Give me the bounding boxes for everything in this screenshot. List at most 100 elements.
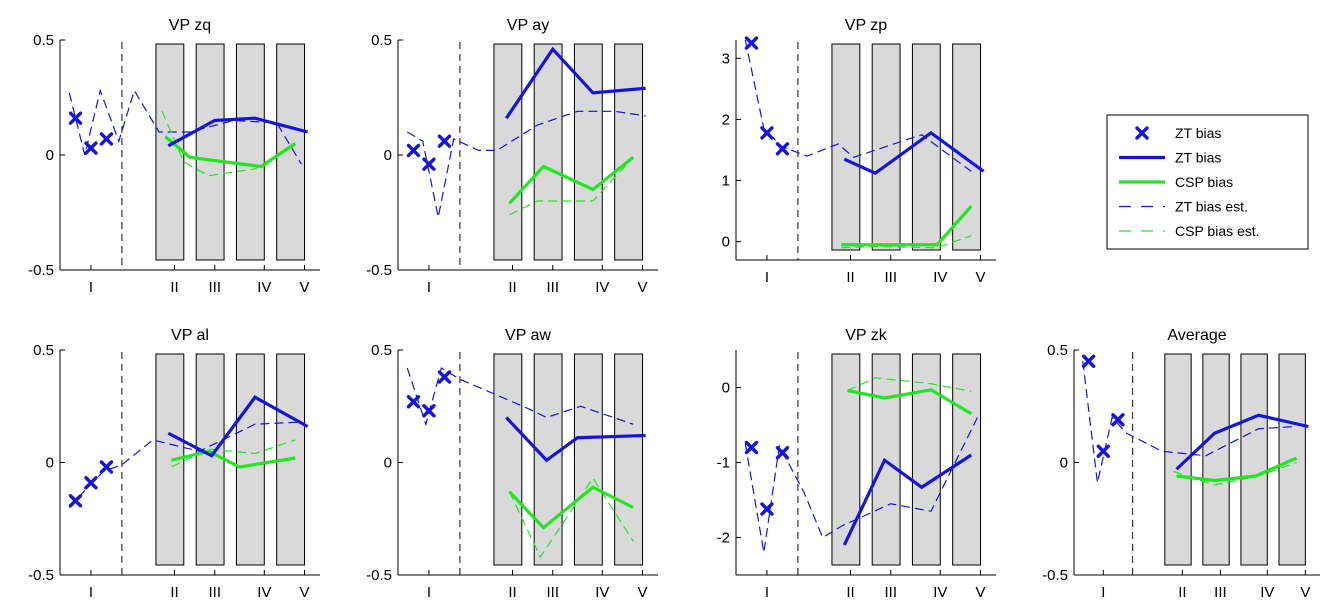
x-tick-label: IV — [933, 269, 947, 286]
y-tick-label: 0 — [384, 455, 392, 472]
zt-bias-marker — [84, 476, 98, 490]
zt-bias-marker — [99, 132, 114, 146]
y-tick-label: 0.5 — [371, 32, 392, 49]
x-tick-label: V — [976, 584, 986, 601]
panel-title: VP zk — [845, 327, 888, 344]
zt-bias-line — [1175, 413, 1309, 471]
x-tick-label: I — [765, 584, 769, 601]
session-block-3 — [1202, 353, 1230, 566]
panel-title: VP zq — [169, 17, 211, 34]
y-tick-label: -0.5 — [28, 567, 54, 584]
x-tick-label: II — [170, 279, 178, 296]
panel-1: 0.50-0.5I II III IV VVP ay — [366, 17, 658, 296]
zt-bias-marker — [760, 126, 774, 140]
legend-marker-icon — [1135, 126, 1149, 140]
x-tick-label: II — [508, 584, 516, 601]
x-tick-label: IV — [595, 279, 609, 296]
zt-bias-marker — [775, 446, 790, 460]
x-tick-label: IV — [595, 584, 609, 601]
panel-title: Average — [1167, 327, 1226, 344]
session-block-4 — [911, 43, 941, 251]
zt-bias-marker — [422, 157, 436, 171]
session-block-2 — [493, 353, 523, 566]
session-block-5 — [1278, 353, 1306, 566]
session-block-4 — [911, 353, 941, 566]
x-tick-label: V — [300, 279, 310, 296]
x-tick-label: II — [846, 269, 854, 286]
y-tick-label: 0 — [46, 455, 54, 472]
zt-bias-marker — [437, 370, 452, 384]
session-block-3 — [195, 43, 225, 261]
zt-bias-line — [505, 416, 646, 463]
legend-label: ZT bias — [1175, 150, 1221, 166]
x-tick-label: I — [89, 584, 93, 601]
panel-title: VP al — [171, 327, 209, 344]
zt-bias-marker — [422, 404, 436, 418]
x-tick-label: V — [976, 269, 986, 286]
x-tick-label: V — [300, 584, 310, 601]
csp-bias-line — [841, 205, 973, 247]
zt-bias-est-line — [744, 39, 972, 172]
zt-bias-marker — [68, 111, 83, 125]
zt-bias-marker — [84, 141, 98, 155]
csp-bias-line — [847, 388, 973, 416]
zt-bias-marker — [437, 134, 452, 148]
zt-bias-line — [505, 46, 646, 120]
legend-label: CSP bias est. — [1175, 223, 1260, 239]
session-block-2 — [831, 43, 861, 251]
zt-bias-marker — [406, 395, 421, 409]
y-tick-label: 1 — [722, 173, 730, 190]
y-tick-label: 0 — [722, 234, 730, 251]
x-tick-label: V — [1300, 584, 1310, 601]
y-tick-label: 0 — [1060, 455, 1068, 472]
panel-title: VP aw — [505, 327, 551, 344]
y-tick-label: 0.5 — [33, 342, 54, 359]
csp-bias-est-line — [847, 377, 972, 392]
x-tick-label: I — [89, 279, 93, 296]
zt-bias-marker — [1081, 354, 1096, 368]
x-tick-label: III — [885, 584, 898, 601]
session-block-3 — [195, 353, 225, 566]
session-block-4 — [235, 43, 265, 261]
x-tick-label: I — [765, 269, 769, 286]
x-tick-label: III — [885, 269, 898, 286]
y-tick-label: -0.5 — [366, 262, 392, 279]
session-block-4 — [1240, 353, 1268, 566]
zt-bias-marker — [744, 36, 759, 50]
y-tick-label: 0 — [46, 147, 54, 164]
zt-bias-marker — [744, 440, 759, 455]
panel-title: VP ay — [507, 17, 549, 34]
panel-3: 0.50-0.5I II III IV VVP al — [28, 327, 320, 601]
session-block-2 — [831, 353, 861, 566]
y-tick-label: 0.5 — [1047, 342, 1068, 359]
y-tick-label: -2 — [717, 530, 730, 547]
x-tick-label: III — [1214, 584, 1227, 601]
session-block-3 — [533, 43, 563, 261]
zt-bias-line — [167, 116, 309, 148]
legend: ZT bias ZT bias CSP bias ZT bias est. CSP bi… — [1106, 114, 1309, 250]
x-tick-label: III — [209, 584, 222, 601]
x-tick-label: III — [547, 584, 560, 601]
legend-entry: CSP bias est. — [1119, 223, 1260, 239]
csp-bias-line — [164, 135, 297, 169]
zt-bias-est-line — [744, 417, 978, 553]
zt-bias-marker — [406, 143, 421, 158]
zt-bias-est-line — [406, 367, 634, 427]
x-tick-label: II — [170, 584, 178, 601]
legend-label: CSP bias — [1175, 174, 1233, 190]
x-tick-label: I — [1101, 584, 1105, 601]
session-block-4 — [573, 353, 603, 566]
y-tick-label: 0 — [722, 380, 730, 397]
x-tick-label: II — [508, 279, 516, 296]
zt-bias-marker — [1096, 444, 1110, 458]
x-tick-label: III — [209, 279, 222, 296]
session-block-5 — [614, 353, 644, 566]
zt-bias-est-line — [1082, 361, 1297, 483]
x-tick-label: I — [427, 279, 431, 296]
legend-entry: CSP bias — [1119, 174, 1233, 190]
zt-bias-line — [843, 130, 985, 176]
zt-bias-marker — [760, 502, 774, 516]
x-tick-label: III — [547, 279, 560, 296]
